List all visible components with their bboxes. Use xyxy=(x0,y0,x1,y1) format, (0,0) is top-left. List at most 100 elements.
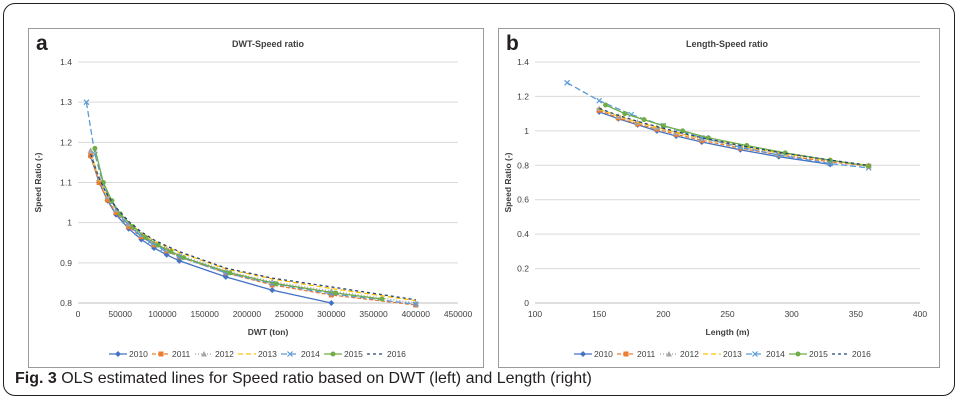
series-2014 xyxy=(564,79,872,171)
series-line-2011 xyxy=(598,109,869,167)
data-point xyxy=(176,257,183,264)
data-point xyxy=(92,145,98,151)
x-tick-label: 200000 xyxy=(233,309,262,319)
x-tick-label: 200 xyxy=(656,309,670,319)
series-2016 xyxy=(598,107,869,166)
series-2014 xyxy=(83,99,419,308)
data-point xyxy=(379,296,385,302)
data-point xyxy=(163,251,170,258)
data-point xyxy=(273,281,279,287)
x-tick-label: 300000 xyxy=(317,309,346,319)
legend-label-2011: 2011 xyxy=(172,349,191,359)
chart-a-svg: DWT-Speed ratio 0.8 0.9 1 1.1 1.2 1.3 1.4 0 50000… xyxy=(33,39,473,359)
legend-label-2013: 2013 xyxy=(723,349,742,359)
x-tick-label: 100 xyxy=(528,309,542,319)
data-point xyxy=(827,157,833,163)
data-point xyxy=(155,242,161,248)
x-tick-label: 300 xyxy=(785,309,799,319)
y-tick-label: 1.4 xyxy=(60,57,72,67)
caption-label: Fig. 3 xyxy=(15,370,57,387)
x-tick-label: 400 xyxy=(913,309,927,319)
series-2015 xyxy=(603,102,872,169)
y-tick-label: 1.2 xyxy=(60,137,72,147)
legend-marker-2014 xyxy=(752,351,758,357)
y-tick-label: 1.4 xyxy=(517,57,529,67)
series-2015 xyxy=(92,145,385,302)
y-tick-label: 0.8 xyxy=(60,298,72,308)
y-axis-label: Speed Ratio (-) xyxy=(503,152,513,212)
legend-marker-2015 xyxy=(330,351,336,357)
data-point xyxy=(328,300,335,306)
panel-letter-b: b xyxy=(506,32,519,55)
legend-marker-2011 xyxy=(158,351,164,357)
chart-title: Length-Speed ratio xyxy=(686,39,769,49)
x-tick-label: 250000 xyxy=(275,309,304,319)
data-point xyxy=(113,210,119,216)
data-point xyxy=(222,273,229,280)
data-point xyxy=(227,270,233,276)
x-tick-label: 50000 xyxy=(108,309,132,319)
series-line-2015 xyxy=(605,104,869,167)
x-tick-label: 350 xyxy=(849,309,863,319)
legend: 2010 2011 2012 2013 2014 2015 2016 xyxy=(574,349,871,359)
x-tick-label: 150000 xyxy=(190,309,219,319)
data-point xyxy=(146,239,153,245)
caption-text: OLS estimated lines for Speed ratio base… xyxy=(56,370,592,387)
data-point xyxy=(603,102,609,108)
data-point xyxy=(564,79,571,86)
x-axis-label: Length (m) xyxy=(706,327,750,337)
data-point xyxy=(125,220,132,227)
data-point xyxy=(126,224,132,230)
data-point xyxy=(622,111,628,117)
chart-title: DWT-Speed ratio xyxy=(232,39,305,49)
data-point xyxy=(782,150,788,156)
y-tick-label: 0.6 xyxy=(517,195,529,205)
legend-label-2012: 2012 xyxy=(215,349,234,359)
legend: 2010 2011 2012 2013 2014 2015 2016 xyxy=(109,349,406,359)
legend-label-2012: 2012 xyxy=(680,349,699,359)
legend-marker-2014 xyxy=(287,351,293,357)
data-point xyxy=(412,301,419,308)
data-point xyxy=(168,249,174,255)
data-point xyxy=(680,128,686,134)
y-axis-label: Speed Ratio (-) xyxy=(33,152,43,212)
y-tick-label: 0.2 xyxy=(517,264,529,274)
chart-b-svg: Length-Speed ratio 0 0.2 0.4 0.6 0.8 1 1.2 1.4 10… xyxy=(503,39,927,359)
data-point xyxy=(104,193,111,200)
legend-label-2014: 2014 xyxy=(766,349,785,359)
data-point xyxy=(660,123,666,129)
data-point xyxy=(333,290,339,296)
series-line-2016 xyxy=(598,107,869,166)
data-point xyxy=(87,147,94,153)
y-tick-label: 1.1 xyxy=(60,178,72,188)
x-tick-label: 250 xyxy=(720,309,734,319)
legend-label-2010: 2010 xyxy=(594,349,613,359)
y-tick-label: 0.8 xyxy=(517,160,529,170)
series-2012 xyxy=(87,147,419,306)
data-point xyxy=(181,255,187,261)
legend-marker-2010 xyxy=(115,351,121,357)
x-tick-label: 0 xyxy=(76,309,81,319)
panel-letter-a: a xyxy=(36,32,48,55)
figure-frame: DWT-Speed ratio 0.8 0.9 1 1.1 1.2 1.3 1.4 0 50000… xyxy=(3,3,955,396)
data-point xyxy=(269,287,276,294)
legend-label-2010: 2010 xyxy=(129,349,148,359)
legend-marker-2015 xyxy=(795,351,801,357)
data-point xyxy=(105,197,111,203)
legend-label-2014: 2014 xyxy=(301,349,320,359)
chart-panel-b: Length-Speed ratio 0 0.2 0.4 0.6 0.8 1 1.2 1.4 10… xyxy=(498,28,940,368)
data-point xyxy=(143,235,149,241)
x-axis-label: DWT (ton) xyxy=(248,327,289,337)
x-tick-label: 150 xyxy=(592,309,606,319)
legend-label-2016: 2016 xyxy=(387,349,406,359)
data-point xyxy=(866,163,872,169)
y-tick-label: 0.4 xyxy=(517,229,529,239)
series-line-2016 xyxy=(90,154,416,301)
chart-panel-a: DWT-Speed ratio 0.8 0.9 1 1.1 1.2 1.3 1.4 0 50000… xyxy=(28,28,484,368)
legend-label-2016: 2016 xyxy=(852,349,871,359)
y-tick-label: 1 xyxy=(524,126,529,136)
x-tick-label: 450000 xyxy=(444,309,473,319)
legend-label-2015: 2015 xyxy=(809,349,828,359)
y-tick-label: 0 xyxy=(524,298,529,308)
series-line-2012 xyxy=(598,107,869,166)
